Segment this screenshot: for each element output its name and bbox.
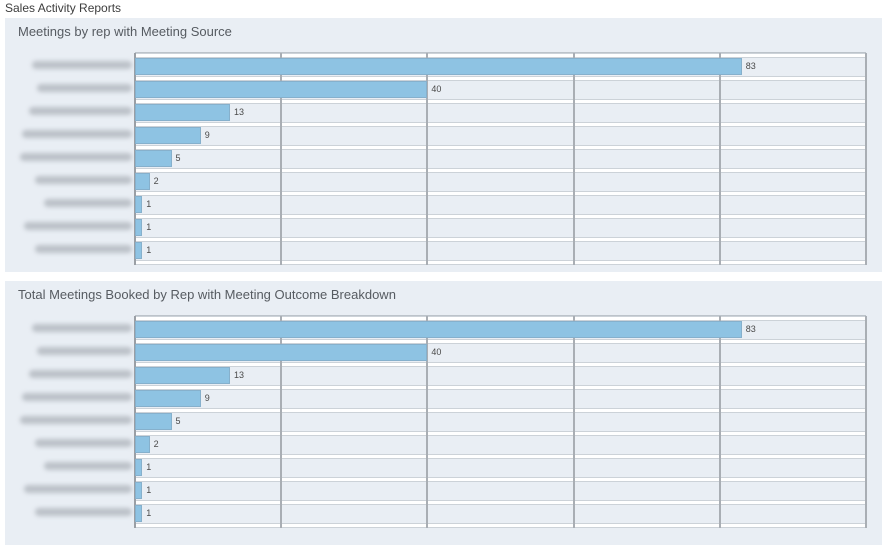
gridline (280, 53, 283, 265)
bar-value-label: 2 (153, 439, 159, 449)
bar[interactable] (135, 459, 143, 476)
category-axis-labels (5, 52, 134, 265)
row-separator (135, 477, 866, 482)
row-separator (135, 454, 866, 459)
bar[interactable] (135, 321, 742, 338)
bar-value-label: 40 (431, 347, 442, 357)
bar-value-label: 40 (431, 84, 442, 94)
redacted-category-label (35, 245, 132, 253)
bar[interactable] (135, 505, 143, 522)
bar-value-label: 9 (204, 393, 210, 403)
row-separator (135, 316, 866, 321)
chart-title: Meetings by rep with Meeting Source (18, 24, 232, 39)
gridline (572, 53, 575, 265)
bar-value-label: 1 (146, 508, 152, 518)
bar[interactable] (135, 436, 150, 453)
bar[interactable] (135, 219, 143, 236)
gridline (718, 53, 721, 265)
redacted-category-label (22, 130, 132, 138)
redacted-category-label (20, 153, 132, 161)
redacted-category-label (35, 176, 132, 184)
redacted-category-label (37, 347, 132, 355)
bar-value-label: 1 (146, 222, 152, 232)
category-axis-labels (5, 315, 134, 528)
row-separator (135, 214, 866, 219)
bar-value-label: 5 (175, 153, 181, 163)
bar[interactable] (135, 173, 150, 190)
bar[interactable] (135, 413, 172, 430)
redacted-category-label (22, 393, 132, 401)
bar-chart-meetings-by-source: 83 40 13 9 5 2 1 1 1 (5, 52, 882, 265)
row-separator (135, 260, 866, 265)
bar-chart-meetings-by-outcome: 83 40 13 9 5 2 1 1 1 (5, 315, 882, 528)
redacted-category-label (44, 199, 132, 207)
bar[interactable] (135, 242, 143, 259)
row-separator (135, 99, 866, 104)
redacted-category-label (24, 485, 132, 493)
row-separator (135, 237, 866, 242)
bar[interactable] (135, 104, 231, 121)
row-separator (135, 385, 866, 390)
bar[interactable] (135, 482, 143, 499)
row-separator (135, 53, 866, 58)
row-separator (135, 168, 866, 173)
bar[interactable] (135, 81, 428, 98)
gridline (426, 53, 429, 265)
report-panel-meetings-by-source: Meetings by rep with Meeting Source 83 40… (5, 18, 882, 272)
redacted-category-label (32, 61, 132, 69)
chart-title: Total Meetings Booked by Rep with Meetin… (18, 287, 396, 302)
bar[interactable] (135, 344, 428, 361)
bar[interactable] (135, 127, 201, 144)
redacted-category-label (37, 84, 132, 92)
bar-value-label: 1 (146, 199, 152, 209)
row-separator (135, 191, 866, 196)
row-separator (135, 408, 866, 413)
bar[interactable] (135, 390, 201, 407)
gridline (280, 316, 283, 528)
report-panel-meetings-by-outcome: Total Meetings Booked by Rep with Meetin… (5, 281, 882, 545)
row-separator (135, 362, 866, 367)
bar-value-label: 13 (234, 107, 245, 117)
bar-value-label: 83 (745, 61, 756, 71)
gridline (865, 316, 867, 528)
row-separator (135, 145, 866, 150)
gridline (572, 316, 575, 528)
bar-value-label: 1 (146, 462, 152, 472)
redacted-category-label (29, 370, 132, 378)
redacted-category-label (24, 222, 132, 230)
row-separator (135, 76, 866, 81)
bar-value-label: 2 (153, 176, 159, 186)
row-separator (135, 122, 866, 127)
bar[interactable] (135, 367, 231, 384)
redacted-category-label (35, 508, 132, 516)
bar[interactable] (135, 196, 143, 213)
gridline (718, 316, 721, 528)
gridline (865, 53, 867, 265)
row-separator (135, 339, 866, 344)
bar-value-label: 13 (234, 370, 245, 380)
plot-area: 83 40 13 9 5 2 1 1 1 (134, 315, 867, 528)
row-separator (135, 431, 866, 436)
gridline (426, 316, 429, 528)
redacted-category-label (32, 324, 132, 332)
bar-value-label: 83 (745, 324, 756, 334)
redacted-category-label (20, 416, 132, 424)
redacted-category-label (29, 107, 132, 115)
page-title: Sales Activity Reports (5, 1, 122, 15)
row-separator (135, 523, 866, 528)
row-separator (135, 500, 866, 505)
bar-value-label: 1 (146, 245, 152, 255)
redacted-category-label (35, 439, 132, 447)
bar[interactable] (135, 150, 172, 167)
redacted-category-label (44, 462, 132, 470)
bar-value-label: 1 (146, 485, 152, 495)
plot-area: 83 40 13 9 5 2 1 1 1 (134, 52, 867, 265)
bar-value-label: 5 (175, 416, 181, 426)
bar[interactable] (135, 58, 742, 75)
bar-value-label: 9 (204, 130, 210, 140)
